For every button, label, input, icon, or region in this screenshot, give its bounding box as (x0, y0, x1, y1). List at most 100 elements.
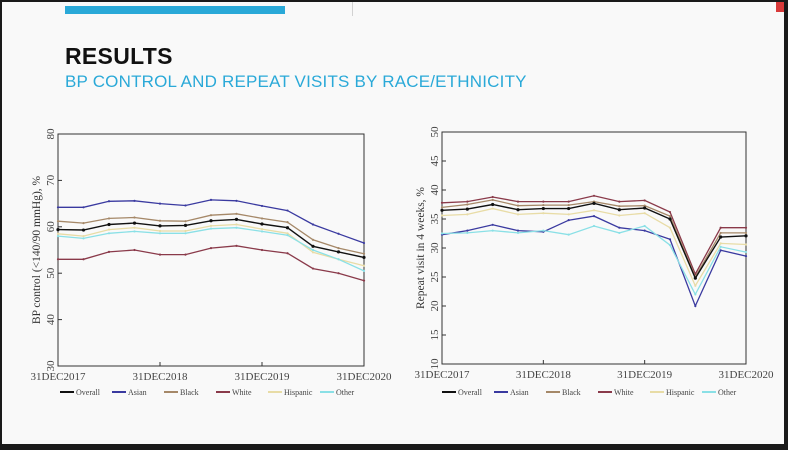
data-point-asian (618, 226, 621, 229)
data-point-asian (209, 198, 213, 201)
data-point-hispanic (567, 213, 570, 216)
data-point-hispanic (491, 207, 494, 210)
series-line-hispanic (441, 207, 747, 288)
data-point-hispanic (311, 251, 315, 254)
series-line-white (58, 245, 365, 282)
y-tick-label: 50 (429, 126, 441, 138)
data-point-white (668, 210, 672, 214)
data-point-overall (693, 276, 697, 280)
y-tick-label: 30 (45, 360, 57, 372)
legend-label-hispanic: Hispanic (666, 388, 695, 397)
y-tick-label: 25 (429, 271, 441, 283)
series-line-other (57, 227, 365, 272)
y-tick-label: 40 (45, 314, 57, 326)
series-line-hispanic (57, 223, 365, 267)
data-point-hispanic (542, 212, 545, 215)
y-axis-label: Repeat visit in 4 weeks, % (415, 187, 427, 309)
data-point-other (491, 229, 494, 232)
data-point-overall (719, 235, 723, 239)
data-point-black (235, 212, 238, 215)
data-point-hispanic (592, 209, 596, 212)
data-point-asian (592, 215, 596, 218)
data-point-black (56, 220, 60, 223)
legend-label-white: White (232, 388, 252, 397)
data-point-hispanic (158, 229, 162, 233)
data-point-white (440, 201, 444, 204)
data-point-black (337, 247, 340, 250)
legend-label-white: White (614, 388, 634, 397)
data-point-asian (260, 204, 264, 208)
data-point-asian (719, 249, 722, 252)
data-point-white (567, 200, 570, 203)
data-point-other (567, 233, 570, 236)
data-point-asian (694, 304, 697, 308)
y-tick-label: 45 (429, 155, 441, 167)
data-point-white (286, 252, 289, 255)
data-point-black (209, 214, 213, 217)
y-tick-label: 80 (45, 128, 57, 140)
data-point-overall (362, 255, 366, 260)
data-point-white (133, 248, 136, 252)
data-point-asian (362, 241, 366, 245)
series-line-asian (441, 215, 747, 308)
plot-frame (57, 133, 365, 367)
data-point-asian (744, 255, 748, 258)
repeat-visit-chart: 10 15 20 25 30 35 40 45 50 31DEC2017 31DEC2018 31DE… (415, 126, 775, 397)
data-point-overall (285, 226, 290, 230)
data-point-black (260, 217, 264, 220)
x-tick-label: 31DEC2019 (235, 371, 291, 383)
data-point-hispanic (643, 212, 646, 215)
data-point-other (235, 226, 238, 229)
y-tick-label: 20 (429, 300, 441, 312)
data-point-overall (668, 217, 672, 221)
data-point-black (82, 221, 85, 225)
data-point-overall (132, 221, 137, 225)
data-point-overall (336, 250, 341, 254)
data-point-asian (516, 229, 520, 232)
slide-subtitle: BP CONTROL AND REPEAT VISITS BY RACE/ETH… (65, 72, 527, 91)
y-tick-label: 60 (45, 221, 57, 233)
data-point-white (618, 200, 621, 203)
data-point-black (618, 205, 621, 208)
data-point-overall (440, 208, 444, 212)
data-point-black (133, 216, 136, 219)
data-point-white (542, 200, 545, 203)
data-point-other (82, 237, 85, 240)
data-point-other (516, 231, 520, 235)
data-point-overall (643, 206, 647, 210)
data-point-hispanic (516, 213, 520, 216)
y-tick-label: 50 (45, 267, 57, 279)
data-point-white (643, 199, 646, 202)
data-point-other (618, 231, 621, 235)
data-point-overall (183, 223, 188, 228)
data-point-white (516, 200, 520, 203)
data-point-hispanic (668, 226, 672, 229)
legend-label-hispanic: Hispanic (284, 388, 313, 397)
data-point-hispanic (184, 229, 187, 233)
data-point-white (260, 248, 264, 252)
x-tick-label: 31DEC2017 (415, 369, 471, 381)
data-point-black (466, 203, 469, 206)
x-tick-label: 31DEC2018 (133, 371, 189, 383)
data-point-other (719, 245, 722, 248)
data-point-overall (107, 222, 111, 227)
x-tick-label: 31DEC2017 (31, 371, 87, 383)
data-point-black (107, 217, 111, 220)
legend-label-overall: Overall (458, 388, 483, 397)
slide-title: RESULTS (65, 43, 173, 69)
data-point-white (107, 250, 111, 253)
data-point-other (337, 258, 340, 261)
data-point-other (592, 224, 596, 228)
data-point-other (56, 234, 60, 238)
data-point-overall (516, 208, 520, 212)
data-point-hispanic (286, 232, 289, 235)
data-point-asian (158, 202, 162, 205)
data-point-asian (337, 232, 340, 235)
data-point-other (694, 293, 697, 296)
data-point-other (311, 248, 315, 252)
data-point-overall (592, 201, 596, 205)
data-point-asian (82, 206, 85, 209)
data-point-other (209, 227, 213, 230)
data-point-asian (235, 199, 238, 202)
data-point-overall (465, 207, 469, 211)
